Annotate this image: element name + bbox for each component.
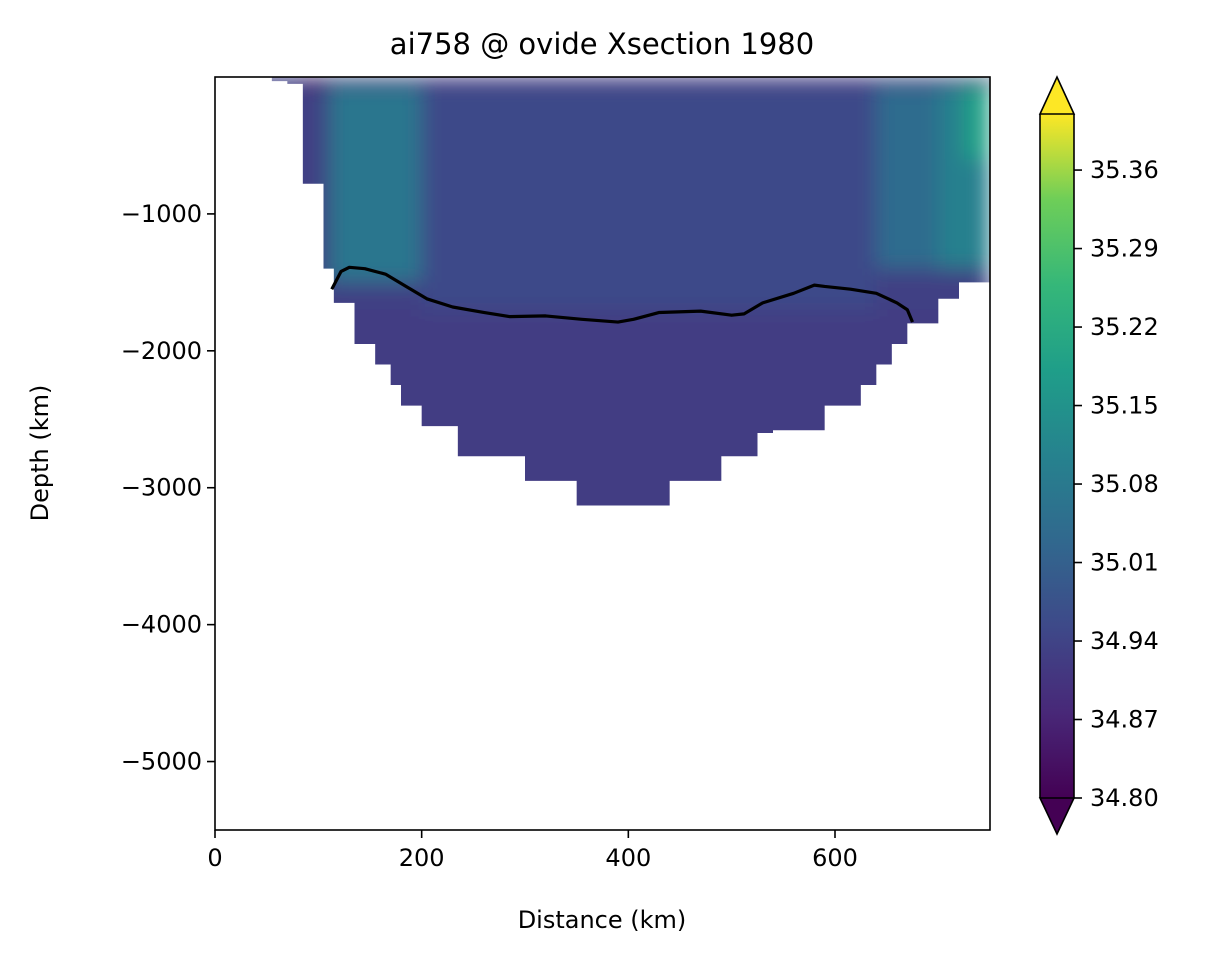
plot-area (251, 77, 990, 506)
isoline-contour (330, 265, 914, 324)
field-region-4 (876, 85, 939, 269)
field-region-2 (328, 85, 422, 283)
colorbar-tick-label-0: 34.80 (1090, 784, 1159, 812)
colorbar-tick-label-8: 35.36 (1090, 156, 1159, 184)
y-axis-label: Depth (km) (26, 385, 54, 522)
x-axis: 0 200 400 600 Distance (km) (207, 830, 858, 934)
colorbar: 34.80 34.87 34.94 35.01 35.08 35.15 35.22 35.29… (1038, 75, 1159, 836)
y-axis: −1000 −2000 −3000 −4000 −5000 Depth (km) (26, 200, 215, 776)
colorbar-tick-label-4: 35.08 (1090, 470, 1159, 498)
colorbar-extend-min (1038, 797, 1076, 836)
field-region-6 (964, 85, 990, 160)
colorbar-tick-label-3: 35.01 (1090, 549, 1159, 577)
section-field (251, 77, 990, 506)
field-region-7 (328, 309, 990, 506)
y-tick-label-3: −4000 (121, 611, 202, 639)
y-tick-label-0: −1000 (121, 200, 202, 228)
y-tick-label-4: −5000 (121, 748, 202, 776)
x-tick-label-0: 0 (207, 844, 222, 872)
colorbar-tick-label-5: 35.15 (1090, 392, 1159, 420)
colorbar-tick-label-7: 35.29 (1090, 235, 1159, 263)
field-region-1 (323, 77, 990, 83)
field-region-3 (421, 85, 877, 324)
field-region-0 (302, 77, 329, 86)
chart-title: ai758 @ ovide Xsection 1980 (390, 27, 814, 61)
y-tick-label-1: −2000 (121, 337, 202, 365)
y-tick-label-2: −3000 (121, 474, 202, 502)
colorbar-tick-label-6: 35.22 (1090, 313, 1159, 341)
x-tick-label-1: 200 (399, 844, 445, 872)
colorbar-tick-label-2: 34.94 (1090, 627, 1159, 655)
x-tick-label-2: 400 (605, 844, 651, 872)
plot-frame (214, 76, 991, 831)
colorbar-extend-max (1038, 75, 1076, 115)
colorbar-gradient (1040, 114, 1074, 798)
x-axis-label: Distance (km) (518, 906, 687, 934)
colorbar-tick-label-1: 34.87 (1090, 706, 1159, 734)
x-tick-label-3: 600 (812, 844, 858, 872)
